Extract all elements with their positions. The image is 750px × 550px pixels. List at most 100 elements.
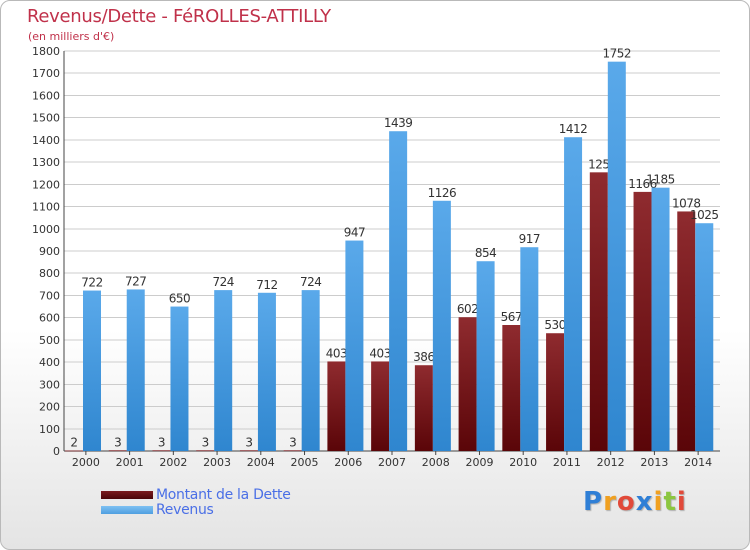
- y-tick-label: 700: [39, 289, 60, 302]
- bar-revenus: [170, 306, 189, 451]
- data-label-dette: 3: [202, 435, 209, 449]
- bar-dette: [414, 365, 433, 451]
- logo-letter: P: [583, 487, 604, 517]
- logo-letter: i: [676, 487, 687, 517]
- x-tick-label: 2012: [597, 456, 625, 469]
- y-tick-label: 100: [39, 423, 60, 436]
- data-label-dette: 403: [326, 346, 347, 360]
- bar-revenus: [257, 292, 276, 451]
- logo-letter: i: [653, 487, 664, 517]
- data-label-revenus: 724: [300, 275, 321, 289]
- x-tick-label: 2011: [553, 456, 581, 469]
- x-tick-label: 2001: [116, 456, 144, 469]
- bar-revenus: [607, 61, 626, 452]
- data-label-dette: 403: [369, 346, 390, 360]
- x-tick-label: 2008: [422, 456, 450, 469]
- bar-revenus: [432, 200, 451, 451]
- logo-letter: x: [635, 487, 654, 517]
- data-label-dette: 3: [245, 435, 252, 449]
- legend-swatch-revenus: [101, 506, 153, 514]
- x-tick-label: 2003: [203, 456, 231, 469]
- data-label-revenus: 722: [81, 276, 102, 290]
- data-label-dette: 602: [457, 302, 478, 316]
- data-label-revenus: 917: [519, 232, 540, 246]
- data-label-dette: 3: [114, 435, 121, 449]
- data-label-revenus: 1412: [559, 122, 588, 136]
- bar-dette: [152, 450, 171, 452]
- data-label-revenus: 712: [256, 278, 277, 292]
- bar-revenus: [126, 289, 145, 451]
- data-label-dette: 2: [70, 436, 77, 450]
- chart-subtitle: (en milliers d'€): [28, 30, 115, 43]
- data-label-revenus: 1752: [603, 47, 632, 61]
- y-tick-label: 1100: [32, 201, 60, 214]
- legend-swatch-dette: [101, 491, 153, 499]
- data-label-dette: 530: [544, 318, 565, 332]
- y-tick-label: 300: [39, 378, 60, 391]
- legend-label-dette: Montant de la Dette: [156, 487, 291, 503]
- y-tick-label: 400: [39, 356, 60, 369]
- y-tick-label: 1500: [32, 112, 60, 125]
- bar-dette: [371, 361, 390, 451]
- logo-letter: r: [603, 487, 617, 517]
- x-tick-label: 2000: [72, 456, 100, 469]
- data-label-revenus: 1126: [428, 186, 457, 200]
- bar-revenus: [476, 261, 495, 451]
- bar-dette: [458, 317, 477, 451]
- data-label-revenus: 727: [125, 274, 146, 288]
- y-tick-label: 1000: [32, 223, 60, 236]
- data-label-revenus: 724: [212, 275, 233, 289]
- bar-dette: [108, 450, 127, 452]
- bar-dette: [546, 333, 565, 451]
- data-label-dette: 3: [289, 435, 296, 449]
- proxiti-logo: Proxiti: [583, 487, 687, 517]
- logo-letter: t: [663, 487, 677, 517]
- bar-dette: [677, 211, 696, 451]
- bar-dette: [633, 191, 652, 451]
- y-tick-label: 1300: [32, 156, 60, 169]
- bar-revenus: [345, 240, 364, 451]
- data-label-dette: 386: [413, 350, 434, 364]
- x-tick-label: 2014: [684, 456, 712, 469]
- data-label-dette: 125: [588, 157, 609, 171]
- y-tick-label: 1700: [32, 67, 60, 80]
- bar-revenus: [83, 290, 101, 451]
- bar-dette: [239, 450, 258, 452]
- bar-dette: [283, 450, 302, 452]
- data-label-dette: 1166: [628, 177, 657, 191]
- chart-title: Revenus/Dette - FéROLLES-ATTILLY: [27, 6, 331, 27]
- y-tick-label: 600: [39, 312, 60, 325]
- y-tick-label: 1800: [32, 45, 60, 58]
- bar-dette: [589, 172, 608, 452]
- bar-dette: [196, 450, 215, 452]
- y-tick-label: 1400: [32, 134, 60, 147]
- y-tick-label: 500: [39, 334, 60, 347]
- data-label-revenus: 1185: [646, 173, 675, 187]
- bar-dette: [502, 325, 521, 451]
- y-tick-label: 200: [39, 401, 60, 414]
- bar-revenus: [564, 137, 583, 451]
- data-label-revenus: 854: [475, 246, 496, 260]
- bar-dette: [65, 450, 83, 452]
- bar-revenus: [520, 247, 539, 451]
- x-tick-label: 2004: [247, 456, 275, 469]
- logo-letter: o: [616, 487, 636, 517]
- y-tick-label: 900: [39, 245, 60, 258]
- x-tick-label: 2010: [509, 456, 537, 469]
- y-tick-label: 0: [53, 445, 60, 458]
- data-label-revenus: 1439: [384, 116, 413, 130]
- data-label-dette: 1078: [672, 196, 701, 210]
- data-label-dette: 567: [501, 310, 522, 324]
- x-tick-label: 2009: [465, 456, 493, 469]
- legend-label-revenus: Revenus: [156, 502, 214, 518]
- bar-revenus: [301, 290, 320, 451]
- x-tick-label: 2002: [159, 456, 187, 469]
- data-label-revenus: 1025: [690, 208, 719, 222]
- data-label-dette: 3: [158, 435, 165, 449]
- bar-dette: [327, 361, 346, 451]
- x-tick-label: 2007: [378, 456, 406, 469]
- data-label-revenus: 947: [344, 226, 365, 240]
- y-tick-label: 1200: [32, 178, 60, 191]
- bar-revenus: [695, 223, 714, 451]
